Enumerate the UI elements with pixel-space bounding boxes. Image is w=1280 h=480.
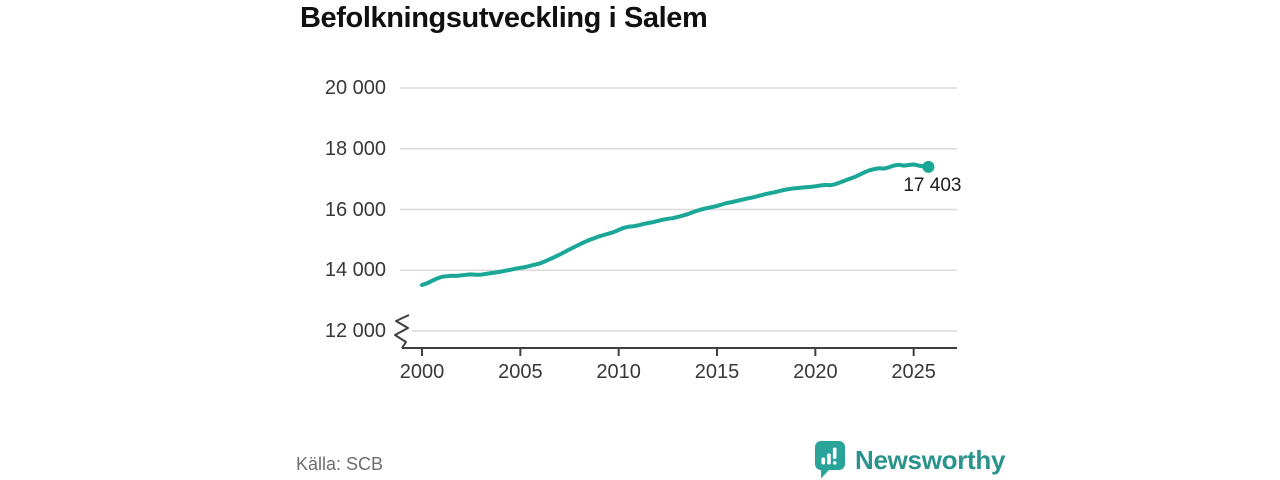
x-tick-label: 2010 xyxy=(596,361,641,383)
y-tick-label: 12 000 xyxy=(324,320,386,342)
latest-value-point xyxy=(922,160,935,173)
y-tick-label: 18 000 xyxy=(324,137,386,160)
y-tick-label: 16 000 xyxy=(324,198,386,221)
source-text: Källa: SCB xyxy=(296,454,384,474)
x-tick-label: 2020 xyxy=(793,361,838,383)
x-tick-label: 2000 xyxy=(399,361,445,383)
y-tick-label: 14 000 xyxy=(324,259,386,282)
axis-break-icon xyxy=(394,314,410,349)
newsworthy-logo-icon xyxy=(815,441,845,479)
page-title: Befolkningsutveckling i Salem xyxy=(300,2,708,34)
population-series-line xyxy=(420,162,931,287)
x-tick-label: 2005 xyxy=(498,361,543,383)
brand-wordmark: Newsworthy xyxy=(855,444,1006,475)
end-value-label: 17 403 xyxy=(903,174,962,196)
brand-logo: Newsworthy xyxy=(814,440,1005,480)
x-tick-label: 2015 xyxy=(694,361,740,383)
x-tick-label: 2025 xyxy=(891,361,936,383)
y-tick-label: 20 000 xyxy=(324,77,386,99)
